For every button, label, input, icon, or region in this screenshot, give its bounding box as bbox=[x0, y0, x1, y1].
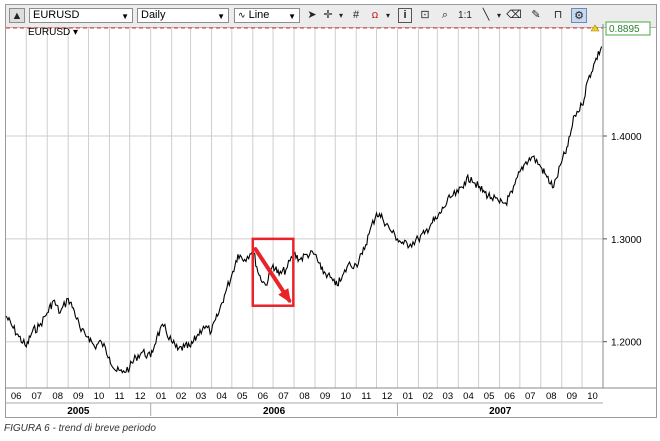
line-type-icon: ∿ bbox=[238, 10, 246, 20]
month-label: 12 bbox=[135, 391, 146, 402]
month-label: 02 bbox=[423, 391, 434, 402]
chevron-down-icon[interactable]: ▾ bbox=[338, 11, 343, 20]
month-label: 07 bbox=[278, 391, 289, 402]
month-label: 09 bbox=[73, 391, 84, 402]
eraser-icon[interactable]: ⌫ bbox=[506, 9, 522, 21]
trend-arrow-head bbox=[278, 288, 291, 304]
month-label: 12 bbox=[382, 391, 393, 402]
month-label: 08 bbox=[546, 391, 557, 402]
grid-icon[interactable]: # bbox=[352, 9, 360, 21]
chart-symbol-label[interactable]: EURUSD ▾ bbox=[28, 27, 79, 38]
month-label: 09 bbox=[567, 391, 578, 402]
price-chart[interactable]: 1.4000 1.3000 1.2000 0.8895 06 07 08 09 10 11 12 01… bbox=[0, 0, 660, 420]
month-label: 01 bbox=[156, 391, 167, 402]
year-label: 2007 bbox=[489, 406, 512, 417]
zoom-reset-button[interactable]: 1:1 bbox=[456, 8, 474, 23]
chart-window: ▲ EURUSD ▼ Daily ▼ ∿ Line ▼ ➤ ✛ ▾ # ꭥ ▾ … bbox=[5, 4, 657, 418]
chevron-down-icon: ▼ bbox=[121, 12, 129, 21]
last-price-badge: 0.8895 bbox=[605, 21, 651, 36]
figure-caption: FIGURA 6 - trend di breve periodo bbox=[4, 423, 156, 434]
period-select[interactable]: Daily ▼ bbox=[137, 8, 229, 23]
chevron-down-icon: ▼ bbox=[288, 12, 296, 21]
month-label: 04 bbox=[216, 391, 227, 402]
chart-type-value: Line bbox=[248, 9, 270, 21]
symbol-select[interactable]: EURUSD ▼ bbox=[29, 8, 133, 23]
toolbar: ▲ EURUSD ▼ Daily ▼ ∿ Line ▼ ➤ ✛ ▾ # ꭥ ▾ … bbox=[6, 5, 656, 28]
price-line bbox=[5, 46, 603, 374]
month-label: 04 bbox=[463, 391, 474, 402]
chevron-down-icon[interactable]: ▾ bbox=[385, 11, 390, 20]
annotation-box bbox=[251, 237, 295, 307]
cursor-icon[interactable]: ➤ bbox=[307, 9, 317, 21]
last-bar-marker bbox=[590, 24, 600, 32]
month-label: 10 bbox=[587, 391, 598, 402]
trendline-icon[interactable]: ╲ bbox=[482, 9, 490, 21]
month-label: 11 bbox=[115, 391, 125, 402]
month-label: 10 bbox=[94, 391, 105, 402]
chevron-down-icon[interactable]: ▾ bbox=[496, 11, 501, 20]
symbol-value: EURUSD bbox=[33, 9, 80, 21]
zoom-label: 1:1 bbox=[458, 10, 472, 21]
pencil-icon[interactable]: ✎ bbox=[531, 9, 541, 21]
period-value: Daily bbox=[141, 9, 166, 21]
minimize-icon[interactable]: ▲ bbox=[9, 8, 25, 23]
month-label: 08 bbox=[299, 391, 310, 402]
last-price-box bbox=[605, 21, 651, 36]
chevron-down-icon: ▼ bbox=[217, 12, 225, 21]
month-label: 07 bbox=[31, 391, 42, 402]
magnet-icon[interactable]: ⊓ bbox=[553, 9, 563, 21]
month-label: 06 bbox=[11, 391, 22, 402]
y-tick-label: 1.3000 bbox=[611, 235, 642, 246]
indicator-icon[interactable]: ꭥ bbox=[371, 9, 379, 21]
month-label: 03 bbox=[196, 391, 207, 402]
month-label: 10 bbox=[340, 391, 351, 402]
month-label: 06 bbox=[504, 391, 515, 402]
month-label: 01 bbox=[403, 391, 414, 402]
month-label: 08 bbox=[52, 391, 63, 402]
month-label: 05 bbox=[484, 391, 495, 402]
chart-type-select[interactable]: ∿ Line ▼ bbox=[234, 8, 300, 23]
multi-tool-icon[interactable]: ⚙ bbox=[571, 8, 587, 23]
month-label: 11 bbox=[361, 391, 371, 402]
month-label: 06 bbox=[258, 391, 269, 402]
year-label: 2005 bbox=[67, 406, 90, 417]
info-icon[interactable]: i bbox=[398, 8, 412, 23]
y-tick-label: 1.4000 bbox=[611, 132, 642, 143]
month-label: 07 bbox=[525, 391, 536, 402]
zoom-box-icon[interactable]: ⊡ bbox=[420, 9, 430, 21]
chart-symbol-text: EURUSD bbox=[28, 27, 71, 38]
y-tick-label: 1.2000 bbox=[611, 338, 642, 349]
crosshair-icon[interactable]: ✛ bbox=[323, 9, 333, 21]
month-label: 05 bbox=[237, 391, 248, 402]
last-price-value: 0.8895 bbox=[609, 24, 640, 35]
month-label: 03 bbox=[443, 391, 454, 402]
month-label: 09 bbox=[320, 391, 331, 402]
year-label: 2006 bbox=[263, 406, 286, 417]
zoom-icon[interactable]: ⌕ bbox=[441, 9, 449, 21]
month-label: 02 bbox=[176, 391, 187, 402]
